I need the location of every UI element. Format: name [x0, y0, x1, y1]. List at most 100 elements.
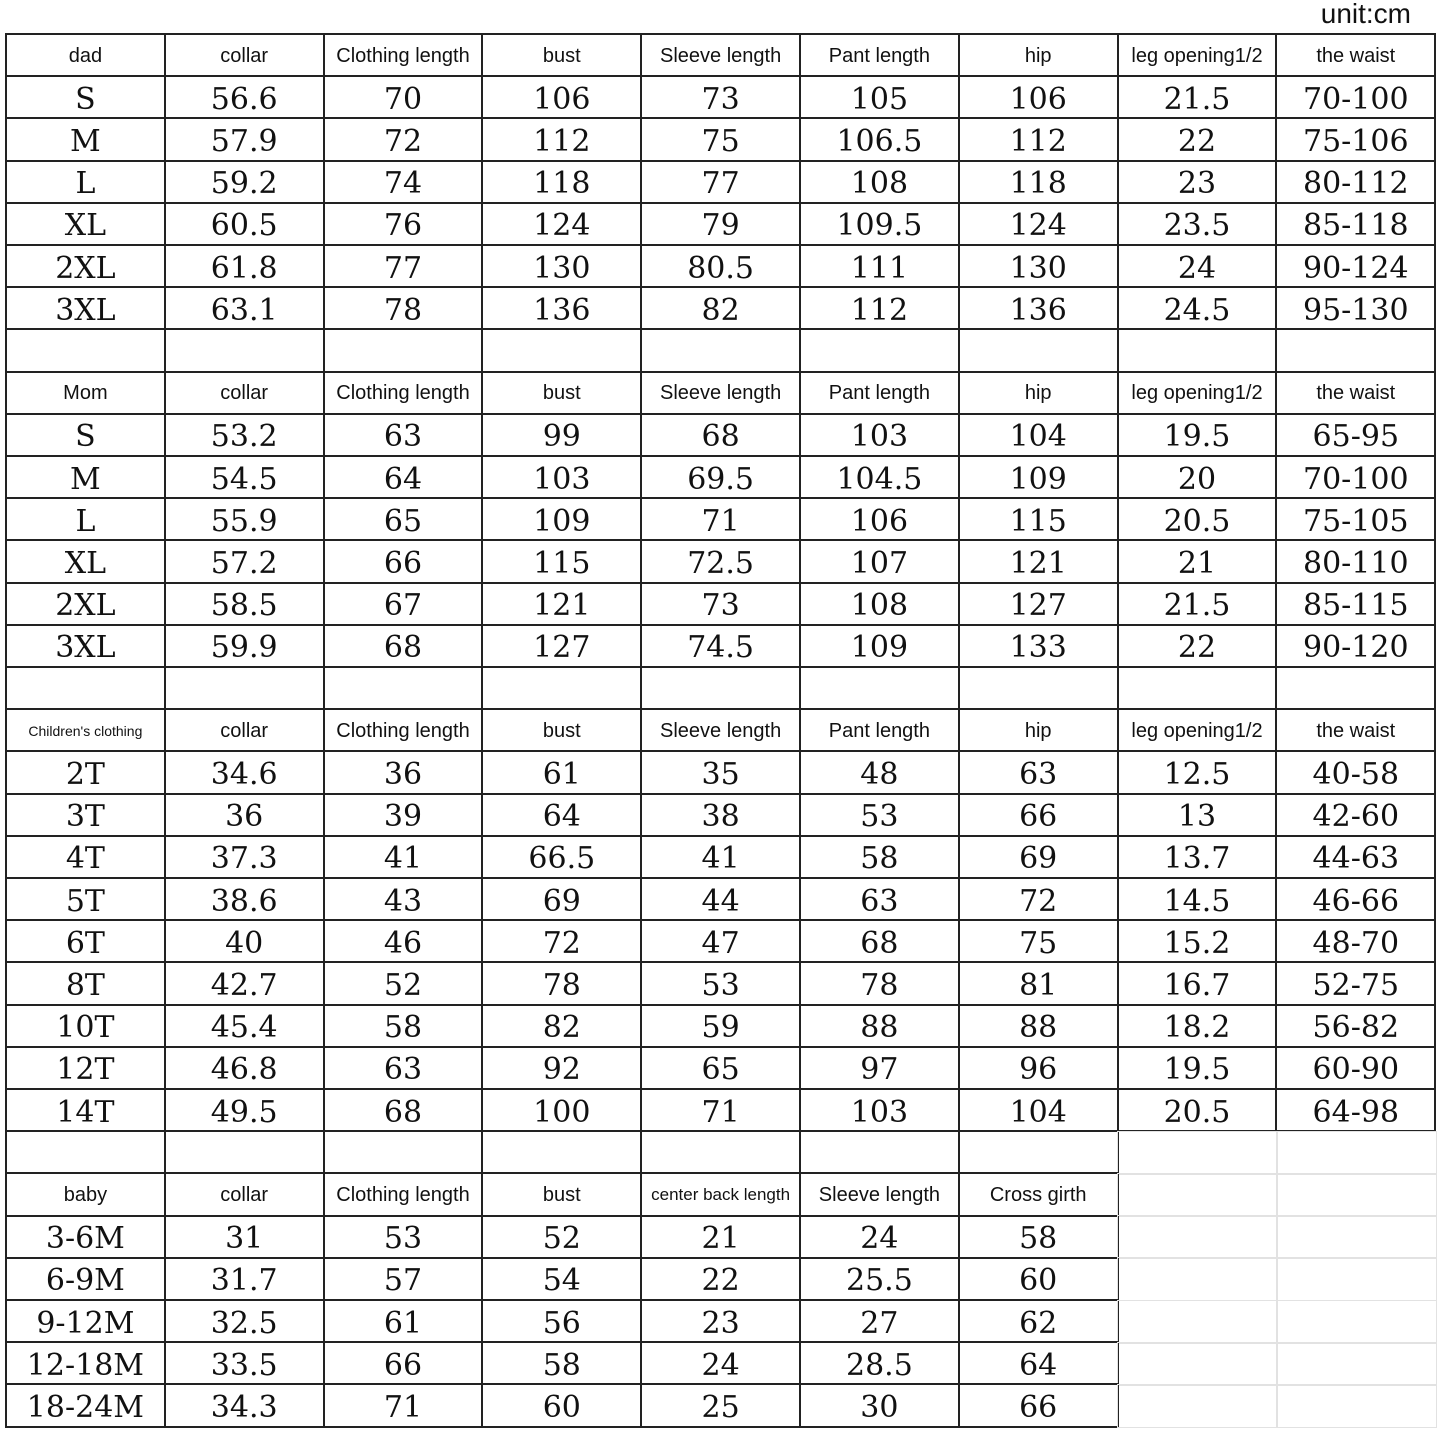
column-header: bust [481, 370, 643, 415]
measurement-cell: 99 [481, 412, 643, 457]
measurement-cell: 66 [322, 539, 484, 584]
measurement-cell: 92 [481, 1045, 643, 1090]
measurement-cell: 88 [957, 1003, 1119, 1048]
measurement-cell: 60-90 [1275, 1045, 1437, 1090]
measurement-cell: 130 [957, 244, 1119, 289]
column-header: leg opening1/2 [1116, 33, 1278, 78]
measurement-cell: 19.5 [1116, 412, 1278, 457]
measurement-cell: 65-95 [1275, 412, 1437, 457]
measurement-cell: 118 [957, 159, 1119, 204]
empty-cell [1117, 1172, 1278, 1218]
measurement-cell: 82 [481, 1003, 643, 1048]
measurement-cell: 112 [799, 286, 960, 331]
size-label: XL [5, 201, 166, 246]
measurement-cell: 21.5 [1116, 581, 1278, 626]
empty-cell [1275, 1215, 1437, 1260]
measurement-cell: 23 [1116, 159, 1278, 204]
measurement-cell: 38.6 [163, 877, 325, 922]
measurement-cell: 75 [640, 117, 801, 162]
measurement-cell: 127 [481, 623, 643, 668]
measurement-cell: 25 [640, 1383, 801, 1428]
measurement-cell: 70 [322, 75, 484, 120]
measurement-cell: 61 [322, 1299, 484, 1344]
size-label: 3-6M [5, 1214, 166, 1259]
measurement-cell: 90-124 [1275, 244, 1437, 289]
measurement-cell: 66 [957, 792, 1119, 837]
blank-cell [957, 666, 1119, 711]
measurement-cell: 24 [799, 1214, 960, 1259]
measurement-cell: 44-63 [1275, 834, 1437, 879]
measurement-cell: 70-100 [1275, 75, 1437, 120]
measurement-cell: 69 [481, 877, 643, 922]
measurement-cell: 37.3 [163, 834, 325, 879]
measurement-cell: 118 [481, 159, 643, 204]
measurement-cell: 72.5 [640, 539, 801, 584]
column-header: leg opening1/2 [1116, 370, 1278, 415]
measurement-cell: 66 [957, 1383, 1119, 1428]
measurement-cell: 31.7 [163, 1256, 325, 1301]
measurement-cell: 60.5 [163, 201, 325, 246]
measurement-cell: 90-120 [1275, 623, 1437, 668]
measurement-cell: 55.9 [163, 497, 325, 542]
measurement-cell: 46-66 [1275, 877, 1437, 922]
column-header: Mom [5, 370, 166, 415]
blank-cell [5, 1130, 166, 1175]
column-header: bust [481, 708, 643, 753]
measurement-cell: 21.5 [1116, 75, 1278, 120]
measurement-cell: 27 [799, 1299, 960, 1344]
blank-cell [163, 328, 325, 373]
measurement-cell: 58 [957, 1214, 1119, 1259]
measurement-cell: 22 [1116, 117, 1278, 162]
measurement-cell: 63 [322, 412, 484, 457]
blank-cell [322, 666, 484, 711]
measurement-cell: 106 [481, 75, 643, 120]
measurement-cell: 57.2 [163, 539, 325, 584]
measurement-cell: 63.1 [163, 286, 325, 331]
measurement-cell: 64 [481, 792, 643, 837]
measurement-cell: 72 [481, 919, 643, 964]
measurement-cell: 21 [640, 1214, 801, 1259]
measurement-cell: 22 [1116, 623, 1278, 668]
column-header: bust [481, 33, 643, 78]
measurement-cell: 12.5 [1116, 750, 1278, 795]
measurement-cell: 30 [799, 1383, 960, 1428]
blank-cell [957, 1130, 1119, 1175]
measurement-cell: 64 [957, 1341, 1119, 1386]
measurement-cell: 43 [322, 877, 484, 922]
measurement-cell: 88 [799, 1003, 960, 1048]
column-header: collar [163, 33, 325, 78]
empty-cell [1117, 1341, 1278, 1386]
column-header: center back length [640, 1172, 801, 1217]
measurement-cell: 124 [957, 201, 1119, 246]
size-label: 12-18M [5, 1341, 166, 1386]
column-header: hip [957, 708, 1119, 753]
measurement-cell: 22 [640, 1256, 801, 1301]
blank-cell [481, 1130, 643, 1175]
measurement-cell: 54 [481, 1256, 643, 1301]
blank-cell [322, 328, 484, 373]
measurement-cell: 115 [481, 539, 643, 584]
size-label: 6T [5, 919, 166, 964]
measurement-cell: 63 [957, 750, 1119, 795]
measurement-cell: 107 [799, 539, 960, 584]
measurement-cell: 80.5 [640, 244, 801, 289]
measurement-cell: 71 [322, 1383, 484, 1428]
empty-cell [1117, 1257, 1278, 1302]
measurement-cell: 109 [799, 623, 960, 668]
size-label: 9-12M [5, 1299, 166, 1344]
measurement-cell: 58 [481, 1341, 643, 1386]
measurement-cell: 18.2 [1116, 1003, 1278, 1048]
measurement-cell: 33.5 [163, 1341, 325, 1386]
blank-cell [5, 666, 166, 711]
measurement-cell: 78 [799, 961, 960, 1006]
measurement-cell: 66.5 [481, 834, 643, 879]
measurement-cell: 65 [322, 497, 484, 542]
blank-cell [640, 666, 801, 711]
blank-cell [1117, 1130, 1278, 1175]
measurement-cell: 127 [957, 581, 1119, 626]
size-label: S [5, 412, 166, 457]
size-label: M [5, 455, 166, 500]
measurement-cell: 44 [640, 877, 801, 922]
column-header: Cross girth [957, 1172, 1119, 1217]
blank-cell [1275, 1130, 1437, 1175]
